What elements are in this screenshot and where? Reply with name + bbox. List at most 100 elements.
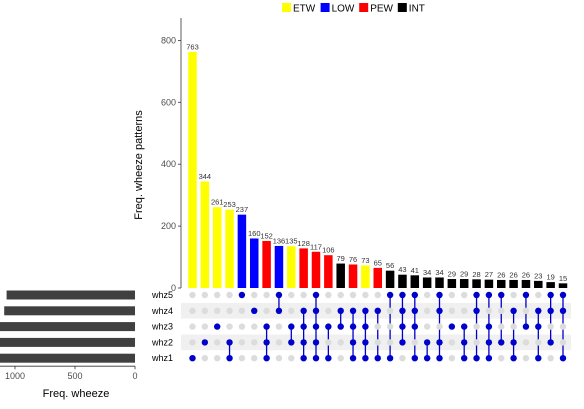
- matrix-dot-off: [238, 307, 246, 314]
- legend-label: INT: [409, 4, 425, 15]
- y-tick-label: 200: [161, 221, 176, 231]
- matrix-dot-off: [214, 291, 221, 299]
- matrix-dot-on: [411, 291, 418, 299]
- legend-swatch: [397, 3, 407, 12]
- set-size-bar: [6, 290, 135, 300]
- y-axis: 0 200 400 600 800: [161, 18, 182, 293]
- matrix-dot-off: [473, 339, 480, 346]
- matrix-dots: [189, 291, 567, 362]
- matrix-dot-off: [226, 291, 233, 299]
- bar-value-label: 15: [559, 274, 567, 283]
- legend-swatch: [320, 3, 330, 12]
- set-size-bar: [4, 306, 136, 316]
- matrix-dot-off: [201, 291, 209, 299]
- matrix-dot-on: [325, 355, 332, 362]
- matrix-dot-off: [522, 355, 530, 362]
- matrix-dot-off: [498, 323, 505, 330]
- matrix-dot-on: [374, 307, 381, 314]
- matrix-dot-off: [214, 307, 221, 314]
- set-tick-label: 0: [132, 371, 137, 381]
- matrix-dot-off: [275, 323, 283, 330]
- matrix-dot-off: [535, 291, 542, 299]
- bar-value-label: 237: [236, 205, 249, 214]
- matrix-dot-on: [312, 291, 320, 299]
- intersection-bar: [410, 275, 420, 288]
- matrix-dot-on: [461, 355, 468, 362]
- matrix-dot-on: [362, 307, 369, 314]
- matrix-dot-on: [485, 339, 493, 346]
- matrix-dot-off: [547, 355, 554, 362]
- intersection-bar: [200, 181, 210, 288]
- matrix-dot-off: [337, 291, 344, 299]
- matrix-dot-on: [349, 307, 357, 314]
- matrix-dot-on: [473, 307, 480, 314]
- intersection-bar: [225, 209, 234, 288]
- matrix-dot-off: [461, 307, 468, 314]
- matrix-dot-on: [485, 355, 493, 362]
- set-size-bar: [0, 337, 135, 347]
- matrix-dot-off: [535, 339, 542, 346]
- matrix-dot-on: [263, 355, 270, 362]
- matrix-dot-off: [522, 339, 530, 346]
- intersection-bar: [311, 251, 321, 288]
- matrix-dot-on: [300, 323, 307, 330]
- matrix-dot-on: [288, 339, 295, 346]
- matrix-dot-on: [535, 323, 542, 330]
- bar-value-label: 34: [423, 268, 431, 277]
- matrix-dot-off: [411, 339, 418, 346]
- matrix-dot-on: [214, 323, 221, 330]
- matrix-dot-on: [547, 339, 554, 346]
- intersection-bar: [299, 248, 308, 288]
- intersection-bar: [509, 279, 518, 288]
- bar-value-label: 29: [448, 270, 456, 279]
- set-size-axis: 150010005000: [0, 365, 138, 381]
- matrix-dot-off: [436, 323, 443, 330]
- intersection-bar: [237, 214, 247, 288]
- bar-value-label: 79: [337, 254, 345, 263]
- matrix-dot-on: [201, 339, 209, 346]
- matrix-dot-on: [275, 307, 283, 314]
- legend-label: PEW: [370, 4, 393, 15]
- matrix-dot-off: [238, 339, 246, 346]
- bar-value-label: 41: [411, 266, 419, 275]
- intersection-bar: [521, 279, 531, 288]
- intersection-bar: [361, 265, 370, 288]
- intersection-bar: [385, 270, 395, 288]
- matrix-dot-on: [399, 323, 406, 330]
- matrix-dot-off: [263, 291, 270, 299]
- matrix-dot-off: [337, 339, 344, 346]
- matrix-dot-on: [275, 291, 283, 299]
- matrix-dot-off: [498, 355, 505, 362]
- matrix-dot-on: [300, 355, 307, 362]
- intersection-bar: [324, 255, 333, 288]
- matrix-dot-on: [349, 323, 357, 330]
- matrix-dot-on: [226, 355, 233, 362]
- matrix-dot-off: [288, 355, 295, 362]
- matrix-dot-on: [535, 307, 542, 314]
- matrix-dot-on: [288, 323, 295, 330]
- matrix-dot-on: [411, 323, 418, 330]
- bar-value-label: 117: [310, 242, 322, 251]
- y-tick-label: 400: [161, 159, 176, 169]
- bar-value-label: 344: [199, 172, 212, 181]
- matrix-dot-off: [189, 323, 196, 330]
- y-axis-title: Freq. wheeze patterns: [133, 110, 145, 220]
- matrix-dot-off: [448, 355, 456, 362]
- matrix-dot-off: [386, 339, 394, 346]
- matrix-dot-on: [386, 291, 394, 299]
- matrix-dot-off: [510, 323, 517, 330]
- matrix-dot-off: [349, 291, 357, 299]
- matrix-dot-off: [201, 323, 209, 330]
- intersection-bar: [398, 274, 407, 288]
- matrix-dot-on: [263, 323, 270, 330]
- matrix-dot-off: [288, 307, 295, 314]
- matrix-dot-on: [510, 355, 517, 362]
- matrix-dot-on: [411, 307, 418, 314]
- bar-value-label: 26: [522, 270, 530, 279]
- legend-swatch: [359, 3, 369, 12]
- legend: ETW LOW PEW INT: [282, 3, 425, 15]
- matrix-dot-on: [362, 355, 369, 362]
- matrix-dot-on: [498, 339, 505, 346]
